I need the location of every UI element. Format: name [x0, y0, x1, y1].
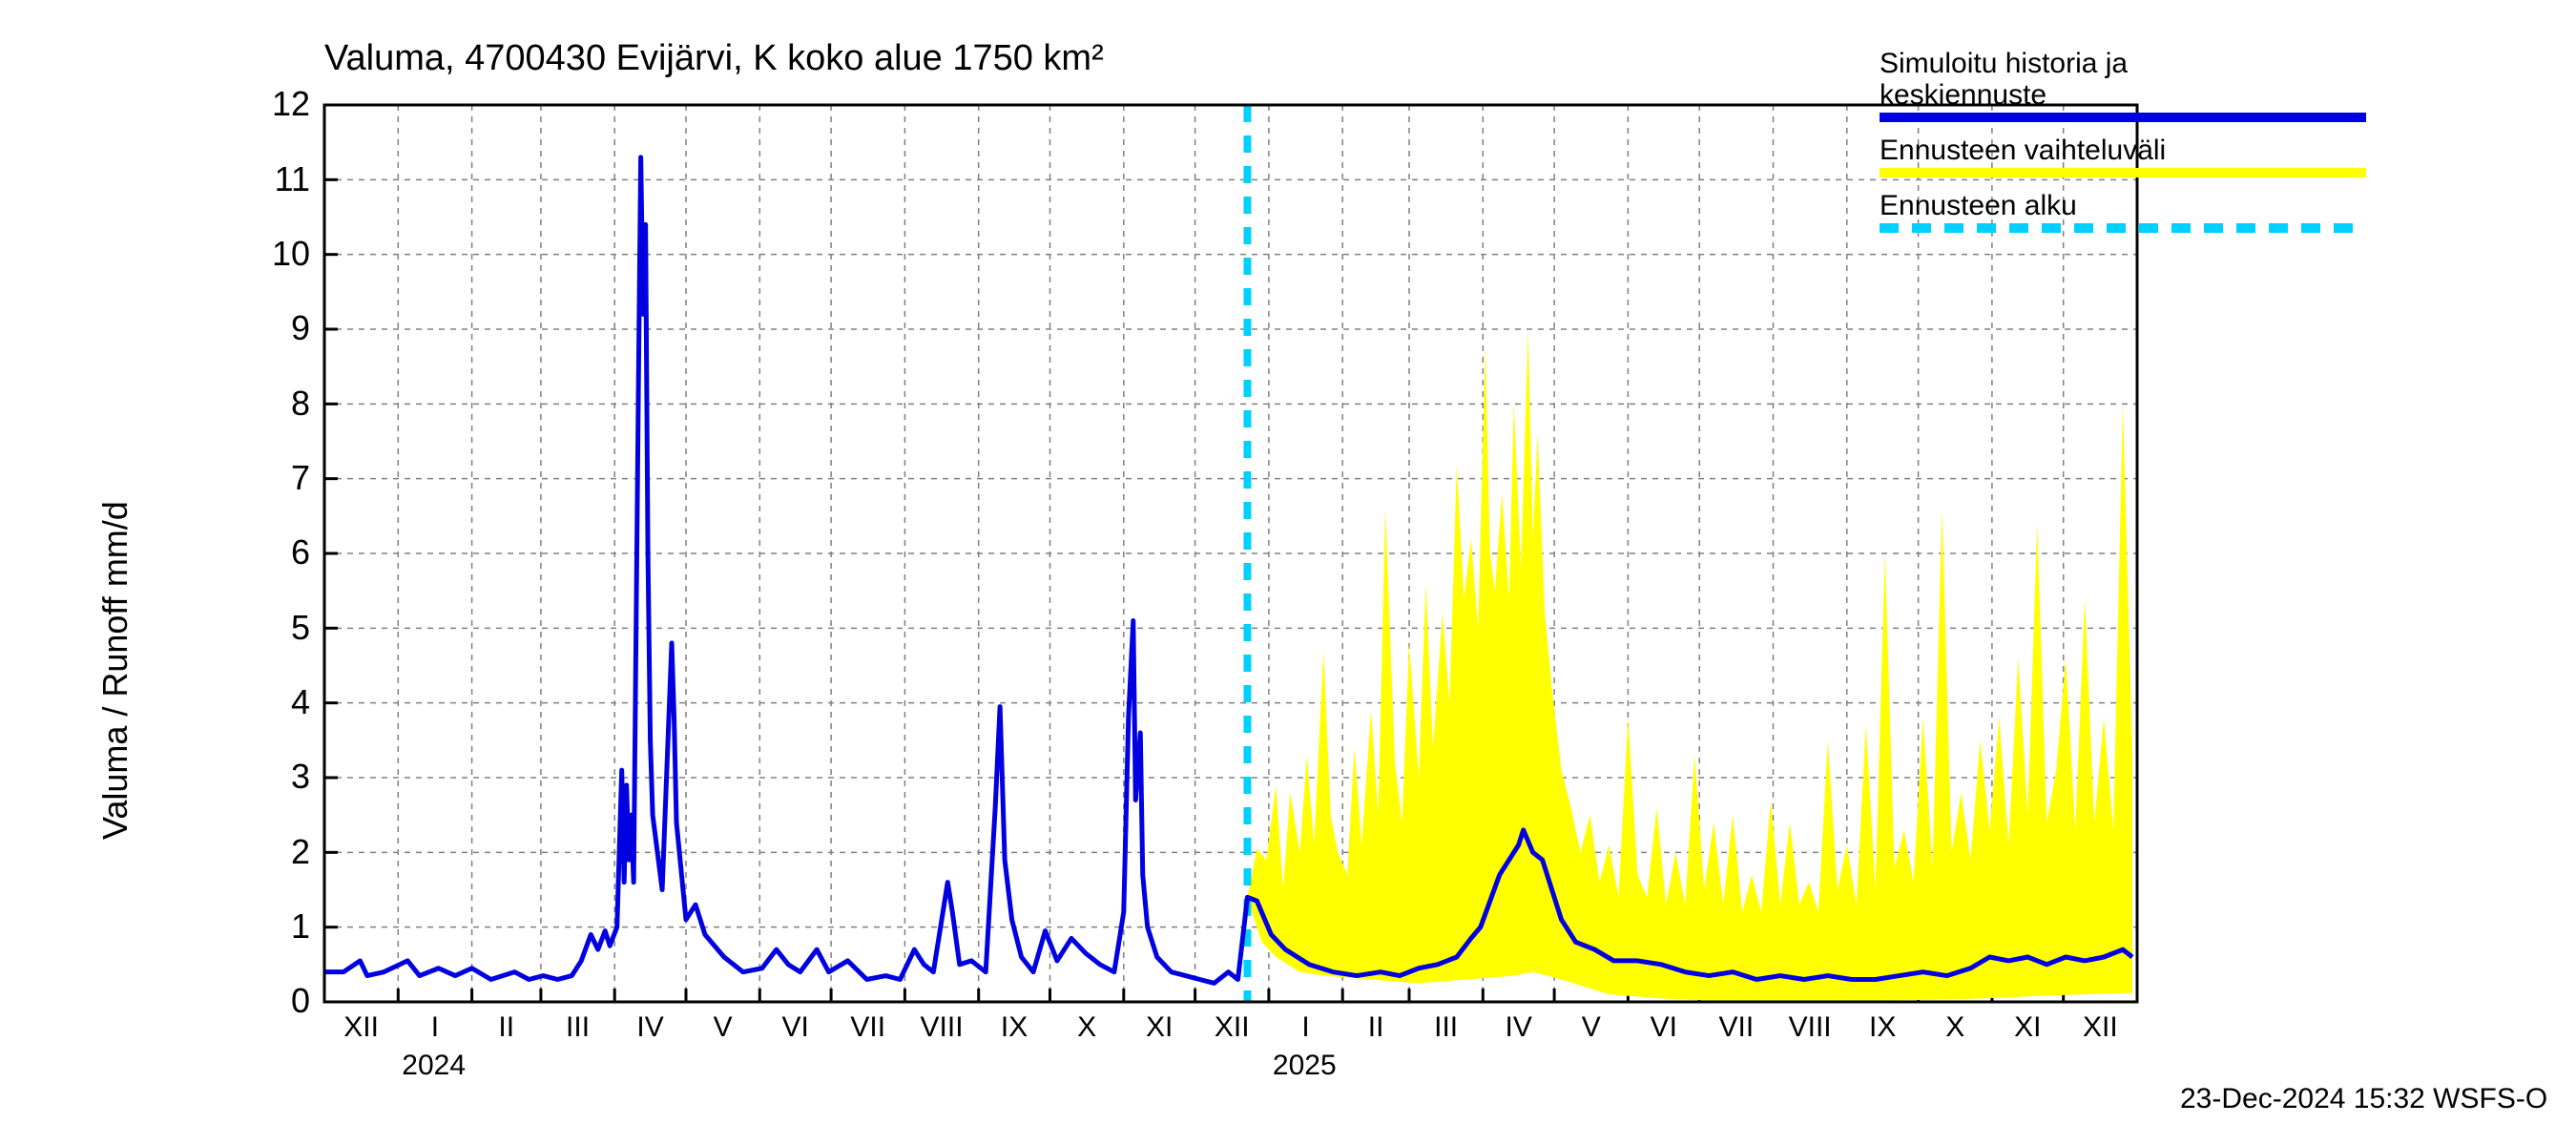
- legend-item: Simuloitu historia jakeskiennuste: [1880, 48, 2366, 122]
- x-tick-month: XI: [1121, 1011, 1197, 1044]
- legend-swatch: [1880, 168, 2366, 177]
- x-tick-month: XI: [1989, 1011, 2066, 1044]
- x-tick-month: VII: [830, 1011, 906, 1044]
- x-tick-month: XII: [323, 1011, 400, 1044]
- footer-timestamp: 23-Dec-2024 15:32 WSFS-O: [2180, 1083, 2547, 1115]
- x-tick-month: I: [1268, 1011, 1344, 1044]
- x-tick-month: IX: [1844, 1011, 1921, 1044]
- x-tick-month: I: [397, 1011, 473, 1044]
- y-tick: 4: [234, 682, 310, 722]
- x-tick-month: III: [1408, 1011, 1485, 1044]
- x-tick-month: III: [540, 1011, 616, 1044]
- legend-swatch: [1880, 223, 2366, 233]
- legend-swatch: [1880, 113, 2366, 122]
- x-tick-month: XII: [2062, 1011, 2138, 1044]
- y-tick: 11: [234, 159, 310, 199]
- legend-label: keskiennuste: [1880, 79, 2366, 111]
- x-tick-month: VIII: [904, 1011, 980, 1044]
- x-tick-month: VI: [1626, 1011, 1702, 1044]
- x-tick-month: V: [685, 1011, 761, 1044]
- x-tick-month: XII: [1194, 1011, 1270, 1044]
- y-tick: 12: [234, 84, 310, 124]
- y-tick: 8: [234, 384, 310, 424]
- legend-label: Ennusteen alku: [1880, 190, 2366, 221]
- chart-title: Valuma, 4700430 Evijärvi, K koko alue 17…: [324, 38, 1104, 79]
- legend-label: Simuloitu historia ja: [1880, 48, 2366, 79]
- x-tick-month: V: [1553, 1011, 1630, 1044]
- x-year-label: 2025: [1273, 1050, 1337, 1082]
- x-tick-month: IV: [1481, 1011, 1557, 1044]
- x-tick-month: IX: [976, 1011, 1052, 1044]
- legend-item: Ennusteen alku: [1880, 190, 2366, 233]
- x-tick-month: VI: [758, 1011, 834, 1044]
- y-tick: 1: [234, 906, 310, 947]
- x-tick-month: II: [1338, 1011, 1414, 1044]
- x-year-label: 2024: [402, 1050, 466, 1082]
- y-tick: 6: [234, 532, 310, 572]
- x-tick-month: X: [1917, 1011, 1993, 1044]
- y-tick: 9: [234, 308, 310, 348]
- y-tick: 10: [234, 234, 310, 274]
- y-axis-label: Valuma / Runoff mm/d: [95, 501, 135, 840]
- legend-label: Ennusteen vaihteluväli: [1880, 135, 2366, 166]
- y-tick: 5: [234, 608, 310, 648]
- chart-root: Valuma, 4700430 Evijärvi, K koko alue 17…: [0, 0, 2576, 1145]
- legend-item: Ennusteen vaihteluväli: [1880, 135, 2366, 177]
- x-tick-month: VII: [1698, 1011, 1775, 1044]
- x-tick-month: VIII: [1772, 1011, 1848, 1044]
- y-tick: 3: [234, 757, 310, 797]
- x-tick-month: X: [1049, 1011, 1125, 1044]
- x-tick-month: IV: [613, 1011, 689, 1044]
- y-tick: 2: [234, 832, 310, 872]
- x-tick-month: II: [468, 1011, 545, 1044]
- y-tick: 0: [234, 981, 310, 1021]
- y-tick: 7: [234, 458, 310, 498]
